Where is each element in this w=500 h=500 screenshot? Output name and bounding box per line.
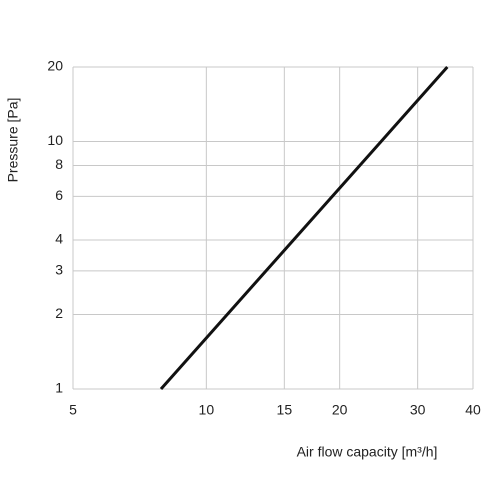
y-tick-label: 8: [55, 156, 63, 172]
data-line: [159, 66, 449, 390]
x-tick-label: 40: [465, 402, 481, 418]
y-tick-label: 3: [55, 262, 63, 278]
y-tick-label: 20: [47, 58, 63, 74]
x-axis-label: Air flow capacity [m³/h]: [297, 444, 438, 460]
y-tick-label: 6: [55, 187, 63, 203]
x-tick-label: 5: [69, 402, 77, 418]
y-tick-label: 10: [47, 132, 63, 148]
y-axis-label: Pressure [Pa]: [5, 98, 21, 183]
x-tick-label: 15: [277, 402, 293, 418]
x-tick-label: 10: [199, 402, 215, 418]
y-tick-label: 4: [55, 231, 63, 247]
x-tick-label: 30: [410, 402, 426, 418]
x-tick-label: 20: [332, 402, 348, 418]
y-tick-label: 2: [55, 305, 63, 321]
y-tick-label: 1: [55, 380, 63, 396]
